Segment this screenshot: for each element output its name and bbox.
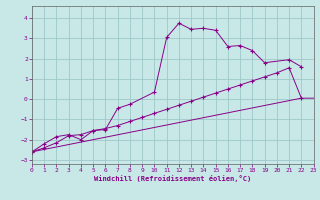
X-axis label: Windchill (Refroidissement éolien,°C): Windchill (Refroidissement éolien,°C) xyxy=(94,175,252,182)
